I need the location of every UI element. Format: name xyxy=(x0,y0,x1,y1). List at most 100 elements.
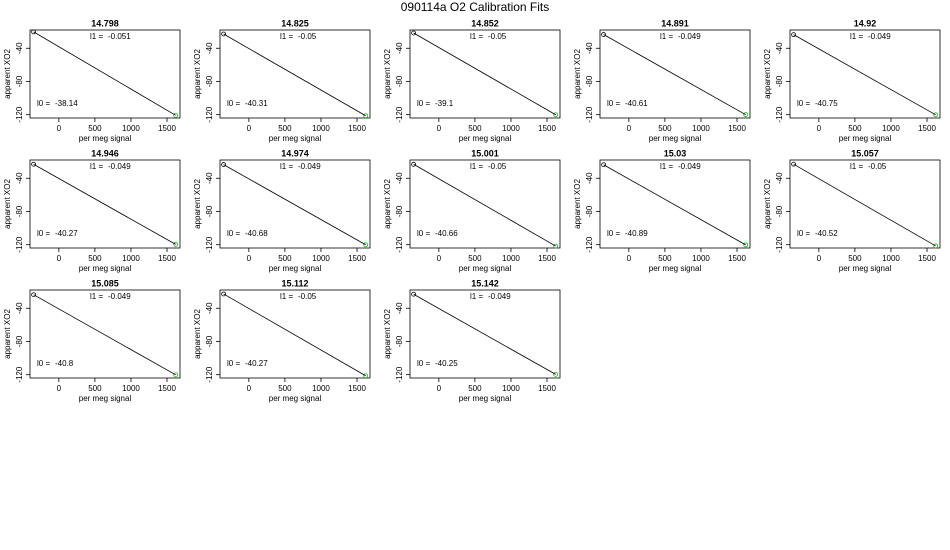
x-tick-label: 500 xyxy=(278,124,292,133)
y-tick-label: -40 xyxy=(205,302,214,314)
point xyxy=(31,292,37,298)
annotation-label: l1 = xyxy=(280,162,293,171)
annotation-label: l1 = xyxy=(470,32,483,41)
y-tick-label: -120 xyxy=(15,236,24,253)
x-tick-label: 1000 xyxy=(692,254,710,263)
y-axis-label: apparent XO2 xyxy=(3,49,12,99)
x-tick-label: 1000 xyxy=(882,254,900,263)
y-tick-label: -120 xyxy=(395,236,404,253)
y-tick-label: -40 xyxy=(395,42,404,54)
y-tick-label: -80 xyxy=(395,335,404,347)
chart-title: 15.03 xyxy=(664,148,687,158)
point xyxy=(743,112,749,118)
chart-title: 14.946 xyxy=(91,148,119,158)
chart-title: 15.112 xyxy=(281,278,308,288)
x-tick-label: 500 xyxy=(88,384,102,393)
x-axis-label: per meg signal xyxy=(649,264,702,273)
x-tick-label: 500 xyxy=(88,124,102,133)
x-tick-label: 1500 xyxy=(348,254,366,263)
y-tick-label: -120 xyxy=(585,236,594,253)
point xyxy=(173,112,179,118)
annotation-value: -39.1 xyxy=(435,99,454,108)
y-tick-label: -120 xyxy=(205,106,214,123)
annotation-value: -0.049 xyxy=(678,32,701,41)
x-tick-label: 500 xyxy=(468,124,482,133)
annotation-value: -0.049 xyxy=(678,162,701,171)
annotation-label: l0 = xyxy=(607,99,620,108)
plot-frame xyxy=(599,29,751,119)
annotation-value: -40.61 xyxy=(625,99,648,108)
fit-line xyxy=(33,294,176,376)
y-tick-label: -40 xyxy=(15,42,24,54)
annotation-label: l0 = xyxy=(227,229,240,238)
x-tick-label: 500 xyxy=(658,124,672,133)
annotation-label: l0 = xyxy=(417,229,430,238)
annotation-label: l1 = xyxy=(280,32,293,41)
point xyxy=(31,161,37,167)
x-tick-label: 1500 xyxy=(158,384,176,393)
annotation-value: -0.05 xyxy=(868,162,887,171)
annotation-label: l1 = xyxy=(90,32,103,41)
chart-title: 14.825 xyxy=(281,18,309,28)
y-tick-label: -80 xyxy=(585,75,594,87)
annotation-value: -0.049 xyxy=(108,162,131,171)
y-axis-label: apparent XO2 xyxy=(573,49,582,99)
x-tick-label: 1500 xyxy=(918,254,936,263)
x-tick-label: 1500 xyxy=(538,254,556,263)
fit-line xyxy=(223,164,366,246)
y-tick-label: -120 xyxy=(585,106,594,123)
chart-title: 14.891 xyxy=(661,18,689,28)
annotation-value: -40.25 xyxy=(435,359,458,368)
y-tick-label: -40 xyxy=(205,42,214,54)
annotation-value: -0.05 xyxy=(488,32,507,41)
y-tick-label: -120 xyxy=(15,106,24,123)
annotation-label: l1 = xyxy=(90,162,103,171)
x-tick-label: 500 xyxy=(278,254,292,263)
x-axis-label: per meg signal xyxy=(649,134,702,143)
x-axis-label: per meg signal xyxy=(459,394,512,403)
x-axis-label: per meg signal xyxy=(79,394,132,403)
x-tick-label: 500 xyxy=(848,254,862,263)
x-tick-label: 1500 xyxy=(348,384,366,393)
y-tick-label: -120 xyxy=(775,236,784,253)
y-axis-label: apparent XO2 xyxy=(193,309,202,359)
y-tick-label: -120 xyxy=(205,236,214,253)
annotation-value: -40.75 xyxy=(815,99,838,108)
x-tick-label: 1500 xyxy=(918,124,936,133)
annotation-value: -0.049 xyxy=(488,292,511,301)
y-tick-label: -120 xyxy=(15,366,24,383)
x-tick-label: 0 xyxy=(57,384,62,393)
x-axis-label: per meg signal xyxy=(79,134,132,143)
point xyxy=(933,112,939,118)
point xyxy=(221,291,227,297)
y-tick-label: -80 xyxy=(15,335,24,347)
point xyxy=(601,162,607,168)
fit-line xyxy=(413,293,556,375)
x-tick-label: 0 xyxy=(247,384,252,393)
point xyxy=(411,30,417,36)
point xyxy=(221,31,227,37)
point xyxy=(553,243,559,249)
annotation-value: -40.8 xyxy=(55,359,74,368)
point xyxy=(221,162,227,167)
y-axis-label: apparent XO2 xyxy=(3,179,12,229)
plot-frame xyxy=(29,289,181,379)
annotation-label: l0 = xyxy=(227,359,240,368)
chart-title: 15.057 xyxy=(851,148,879,158)
y-tick-label: -40 xyxy=(15,172,24,184)
y-tick-label: -80 xyxy=(585,205,594,217)
x-tick-label: 1500 xyxy=(348,124,366,133)
y-tick-label: -80 xyxy=(205,75,214,87)
point xyxy=(553,112,559,118)
x-tick-label: 1500 xyxy=(158,254,176,263)
y-tick-label: -120 xyxy=(395,366,404,383)
point xyxy=(363,113,369,119)
plot-frame xyxy=(789,159,941,249)
x-tick-label: 1000 xyxy=(502,384,520,393)
x-axis-label: per meg signal xyxy=(269,264,322,273)
y-axis-label: apparent XO2 xyxy=(383,179,392,229)
x-tick-label: 1000 xyxy=(882,124,900,133)
x-tick-label: 500 xyxy=(468,254,482,263)
point xyxy=(791,32,797,38)
x-tick-label: 500 xyxy=(468,384,482,393)
